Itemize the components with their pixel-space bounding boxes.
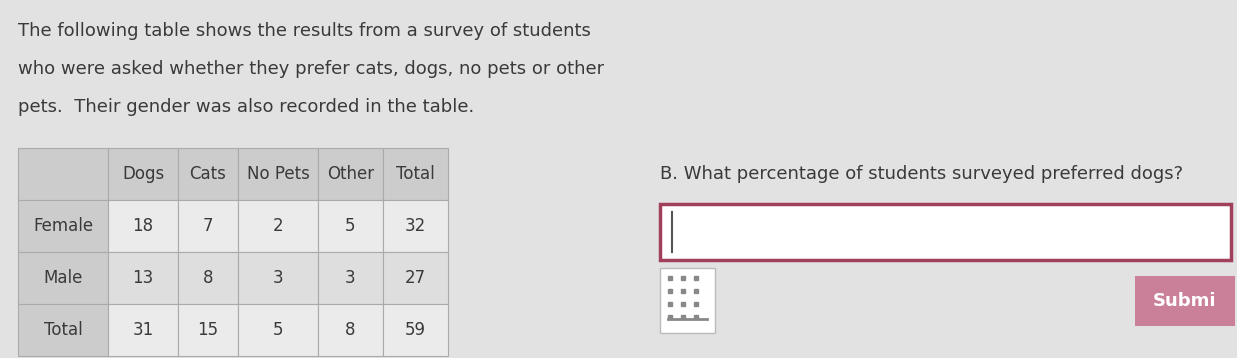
Bar <box>178 252 238 304</box>
Text: 7: 7 <box>203 217 213 235</box>
Bar <box>238 252 318 304</box>
Text: B. What percentage of students surveyed preferred dogs?: B. What percentage of students surveyed … <box>661 165 1183 183</box>
Bar <box>238 148 318 200</box>
Text: 59: 59 <box>404 321 426 339</box>
Bar <box>19 200 108 252</box>
Text: who were asked whether they prefer cats, dogs, no pets or other: who were asked whether they prefer cats,… <box>19 60 604 78</box>
Bar <box>1136 276 1235 325</box>
Text: 13: 13 <box>132 269 153 287</box>
Bar <box>108 148 178 200</box>
Text: The following table shows the results from a survey of students: The following table shows the results fr… <box>19 22 591 40</box>
Text: 8: 8 <box>203 269 213 287</box>
Text: Female: Female <box>33 217 93 235</box>
Bar <box>383 252 448 304</box>
Bar <box>108 200 178 252</box>
Text: Submi: Submi <box>1153 291 1217 310</box>
Bar <box>318 304 383 356</box>
Bar <box>318 252 383 304</box>
Bar <box>178 148 238 200</box>
Text: 3: 3 <box>345 269 356 287</box>
Text: 3: 3 <box>272 269 283 287</box>
Bar <box>19 304 108 356</box>
Text: Other: Other <box>327 165 374 183</box>
Text: Male: Male <box>43 269 83 287</box>
Bar <box>238 200 318 252</box>
Bar <box>661 204 1231 260</box>
Text: 27: 27 <box>404 269 426 287</box>
Bar <box>108 252 178 304</box>
Bar <box>318 200 383 252</box>
Bar <box>383 200 448 252</box>
Text: 31: 31 <box>132 321 153 339</box>
Bar <box>19 148 108 200</box>
Text: 18: 18 <box>132 217 153 235</box>
Text: Cats: Cats <box>189 165 226 183</box>
Text: Total: Total <box>396 165 435 183</box>
Text: No Pets: No Pets <box>246 165 309 183</box>
Bar <box>318 148 383 200</box>
Text: Total: Total <box>43 321 83 339</box>
Bar <box>178 304 238 356</box>
Bar <box>108 304 178 356</box>
Bar <box>178 200 238 252</box>
Text: 8: 8 <box>345 321 356 339</box>
Bar <box>383 148 448 200</box>
Text: Dogs: Dogs <box>122 165 165 183</box>
Text: 5: 5 <box>272 321 283 339</box>
Text: 2: 2 <box>272 217 283 235</box>
Bar <box>19 252 108 304</box>
Text: pets.  Their gender was also recorded in the table.: pets. Their gender was also recorded in … <box>19 98 474 116</box>
Bar <box>383 304 448 356</box>
Bar <box>238 304 318 356</box>
Text: 5: 5 <box>345 217 356 235</box>
Text: 15: 15 <box>198 321 219 339</box>
Bar <box>661 268 715 333</box>
Text: 32: 32 <box>404 217 426 235</box>
